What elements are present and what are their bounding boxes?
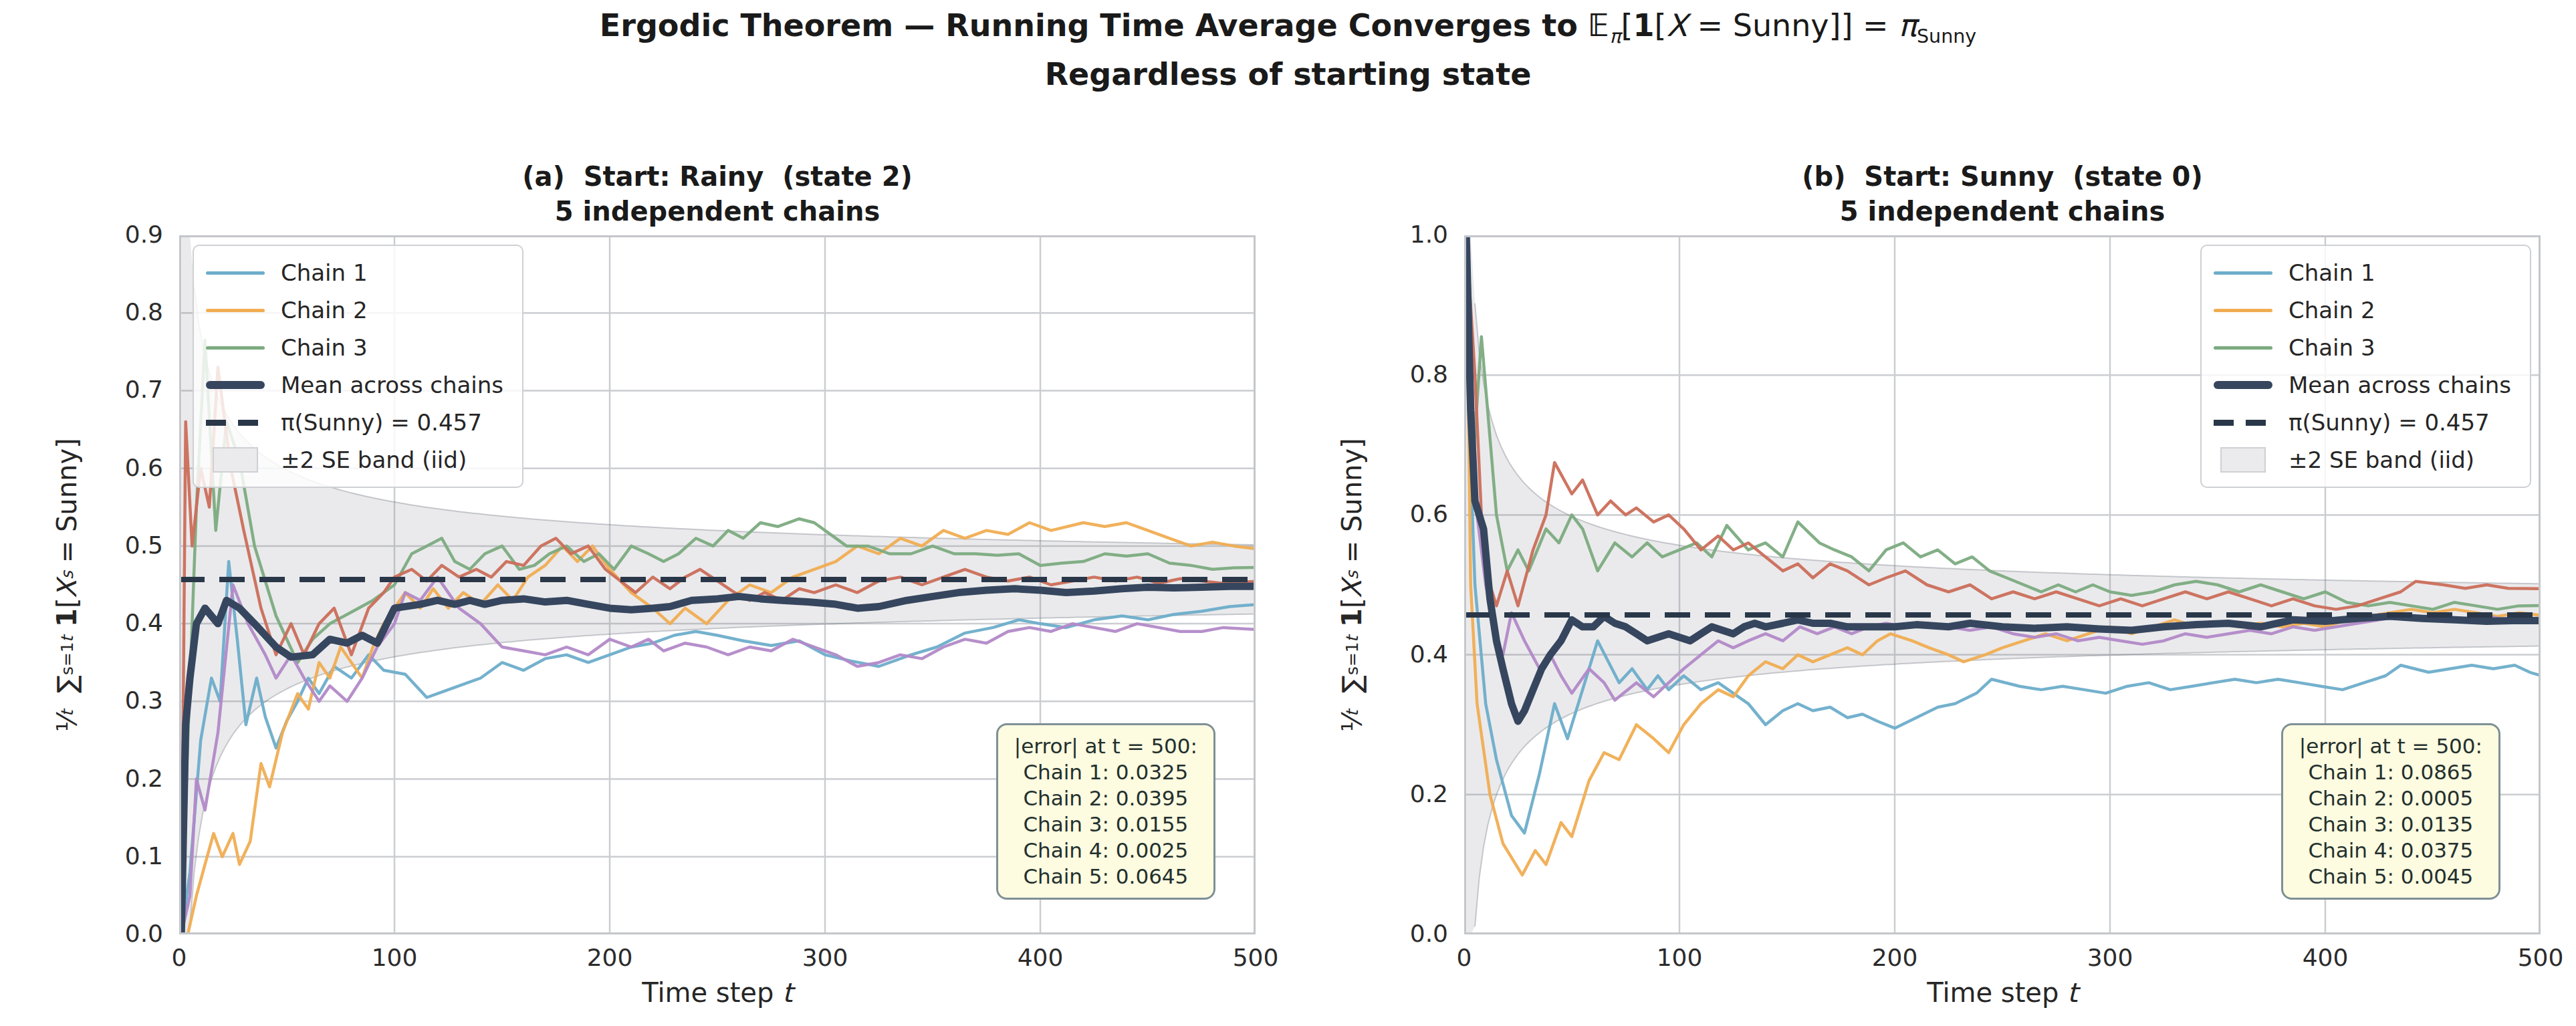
annotation-line: Chain 2: 0.0395 xyxy=(1014,785,1197,811)
legend-item-mean-across-chains: Mean across chains xyxy=(206,366,503,404)
annotation-line: Chain 1: 0.0325 xyxy=(1014,759,1197,785)
y-tick-label: 0.6 xyxy=(1365,500,1448,527)
x-tick-label: 500 xyxy=(2500,944,2576,971)
y-tick-label: 0.7 xyxy=(80,376,163,403)
legend-swatch-patch-icon xyxy=(206,447,265,473)
x-tick-label: 300 xyxy=(2070,944,2150,971)
subplot-a-title-line1: (a) Start: Rainy (state 2) xyxy=(179,159,1256,194)
legend-item-chain-3: Chain 3 xyxy=(2214,329,2511,366)
legend-label: Mean across chains xyxy=(2289,372,2511,398)
legend-swatch-patch-icon xyxy=(2214,447,2272,473)
x-tick-label: 300 xyxy=(785,944,865,971)
y-tick-label: 0.8 xyxy=(1365,360,1448,388)
legend-label: ±2 SE band (iid) xyxy=(2289,446,2474,473)
y-tick-label: 0.4 xyxy=(80,609,163,636)
subplot-b-title: (b) Start: Sunny (state 0) 5 independent… xyxy=(1464,159,2541,229)
y-tick-label: 0.4 xyxy=(1365,640,1448,668)
legend-item-sunny-0-457: π(Sunny) = 0.457 xyxy=(2214,404,2511,441)
error-annotation: |error| at t = 500:Chain 1: 0.0325Chain … xyxy=(996,723,1215,900)
legend-label: Chain 3 xyxy=(281,334,368,361)
x-tick-label: 0 xyxy=(1424,944,1504,971)
annotation-title: |error| at t = 500: xyxy=(1014,733,1197,759)
annotation-line: Chain 4: 0.0375 xyxy=(2299,838,2482,864)
annotation-line: Chain 3: 0.0155 xyxy=(1014,811,1197,838)
legend-item-sunny-0-457: π(Sunny) = 0.457 xyxy=(206,404,503,441)
annotation-line: Chain 3: 0.0135 xyxy=(2299,811,2482,838)
legend-label: π(Sunny) = 0.457 xyxy=(281,409,482,436)
legend-label: Chain 3 xyxy=(2289,334,2375,361)
legend-item-2-se-band-iid: ±2 SE band (iid) xyxy=(206,441,503,479)
x-tick-label: 100 xyxy=(354,944,435,971)
legend: Chain 1 Chain 2 Chain 3 Mean across chains π… xyxy=(193,245,523,488)
legend-item-chain-1: Chain 1 xyxy=(2214,254,2511,291)
x-tick-label: 0 xyxy=(139,944,219,971)
legend-swatch-line-icon xyxy=(206,271,265,275)
legend-label: π(Sunny) = 0.457 xyxy=(2289,409,2490,436)
legend-swatch-line-icon xyxy=(2214,271,2272,275)
legend-swatch-thick-icon xyxy=(206,381,265,389)
error-annotation: |error| at t = 500:Chain 1: 0.0865Chain … xyxy=(2281,723,2500,900)
figure-title: Ergodic Theorem — Running Time Average C… xyxy=(0,7,2576,94)
annotation-line: Chain 1: 0.0865 xyxy=(2299,759,2482,785)
x-axis-label: Time step t xyxy=(1464,977,2541,1008)
y-tick-label: 0.6 xyxy=(80,454,163,481)
legend-item-2-se-band-iid: ±2 SE band (iid) xyxy=(2214,441,2511,479)
y-tick-label: 0.8 xyxy=(80,298,163,326)
legend-label: Chain 2 xyxy=(2289,297,2375,324)
annotation-line: Chain 4: 0.0025 xyxy=(1014,838,1197,864)
legend-swatch-line-icon xyxy=(2214,346,2272,350)
figure-title-line2: Regardless of starting state xyxy=(0,55,2576,94)
y-tick-label: 0.5 xyxy=(80,531,163,559)
y-tick-label: 0.0 xyxy=(1365,920,1448,947)
legend-label: Mean across chains xyxy=(281,372,503,398)
x-tick-label: 500 xyxy=(1215,944,1296,971)
x-tick-label: 200 xyxy=(1855,944,1935,971)
legend-item-chain-2: Chain 2 xyxy=(2214,291,2511,329)
ergodic-theorem-figure: Ergodic Theorem — Running Time Average C… xyxy=(0,0,2576,1026)
subplot-a-title-line2: 5 independent chains xyxy=(179,194,1256,229)
x-tick-label: 200 xyxy=(570,944,650,971)
y-tick-label: 0.2 xyxy=(80,765,163,792)
legend-item-mean-across-chains: Mean across chains xyxy=(2214,366,2511,404)
figure-title-line1: Ergodic Theorem — Running Time Average C… xyxy=(0,7,2576,55)
legend-item-chain-3: Chain 3 xyxy=(206,329,503,366)
y-tick-label: 0.1 xyxy=(80,842,163,870)
legend-swatch-line-icon xyxy=(206,346,265,350)
legend-label: Chain 1 xyxy=(2289,259,2375,286)
legend-label: Chain 2 xyxy=(281,297,368,324)
x-tick-label: 400 xyxy=(2285,944,2365,971)
y-tick-label: 0.3 xyxy=(80,686,163,714)
legend-label: Chain 1 xyxy=(281,259,368,286)
y-tick-label: 0.9 xyxy=(80,221,163,248)
x-tick-label: 400 xyxy=(1000,944,1080,971)
annotation-title: |error| at t = 500: xyxy=(2299,733,2482,759)
x-tick-label: 100 xyxy=(1639,944,1720,971)
legend-swatch-dash-icon xyxy=(206,420,265,426)
plot-area: Chain 1 Chain 2 Chain 3 Mean across chains π… xyxy=(1464,235,2541,934)
subplot-b-title-line1: (b) Start: Sunny (state 0) xyxy=(1464,159,2541,194)
legend-swatch-line-icon xyxy=(206,309,265,312)
annotation-line: Chain 5: 0.0645 xyxy=(1014,864,1197,890)
subplot-a-title: (a) Start: Rainy (state 2) 5 independent… xyxy=(179,159,1256,229)
legend-item-chain-2: Chain 2 xyxy=(206,291,503,329)
subplot-b-title-line2: 5 independent chains xyxy=(1464,194,2541,229)
legend-item-chain-1: Chain 1 xyxy=(206,254,503,291)
annotation-line: Chain 2: 0.0005 xyxy=(2299,785,2482,811)
y-axis-label: ¹⁄t ∑s=1t 1[Xs = Sunny] xyxy=(27,235,107,934)
y-tick-label: 0.0 xyxy=(80,920,163,947)
y-axis-label: ¹⁄t ∑s=1t 1[Xs = Sunny] xyxy=(1312,235,1392,934)
legend: Chain 1 Chain 2 Chain 3 Mean across chains π… xyxy=(2200,245,2531,488)
y-tick-label: 1.0 xyxy=(1365,221,1448,248)
legend-swatch-dash-icon xyxy=(2214,420,2272,426)
legend-swatch-thick-icon xyxy=(2214,381,2272,389)
annotation-line: Chain 5: 0.0045 xyxy=(2299,864,2482,890)
x-axis-label: Time step t xyxy=(179,977,1256,1008)
legend-swatch-line-icon xyxy=(2214,309,2272,312)
y-tick-label: 0.2 xyxy=(1365,780,1448,807)
legend-label: ±2 SE band (iid) xyxy=(281,446,467,473)
plot-area: Chain 1 Chain 2 Chain 3 Mean across chains π… xyxy=(179,235,1256,934)
